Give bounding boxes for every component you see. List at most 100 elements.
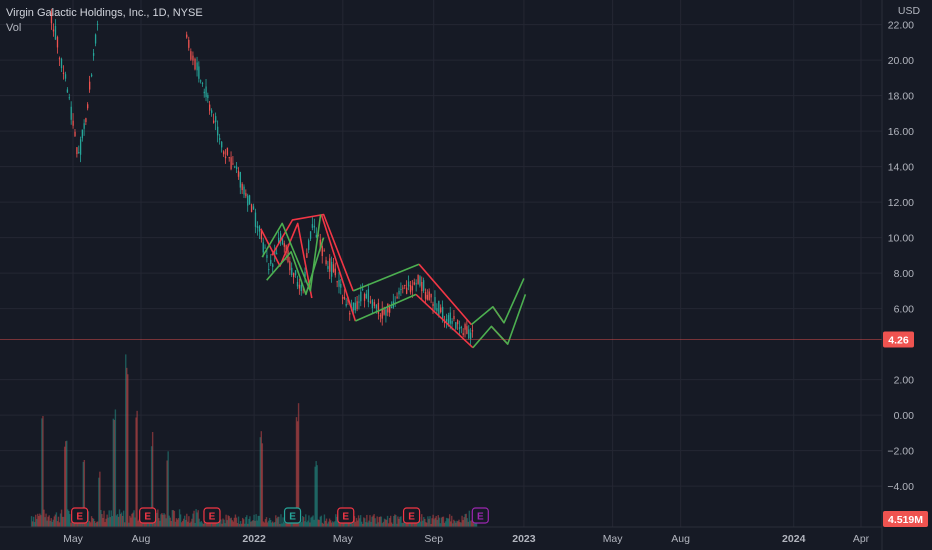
price-tick-label: 14.00 — [888, 162, 914, 174]
volume-bar — [262, 521, 265, 527]
candle-body — [345, 304, 347, 306]
volume-bar — [384, 519, 387, 527]
volume-bar — [462, 520, 464, 527]
volume-bar — [86, 522, 89, 527]
volume-bar — [349, 522, 352, 527]
volume-bar — [353, 516, 356, 527]
volume-bar — [143, 521, 146, 527]
volume-bar — [465, 513, 467, 527]
earnings-icon[interactable]: E — [71, 507, 89, 524]
volume-bar — [70, 522, 72, 527]
volume-bar — [367, 522, 369, 527]
volume-bar — [202, 523, 205, 527]
price-tick-label: 2.00 — [894, 375, 915, 387]
earnings-icon[interactable]: E — [337, 507, 355, 524]
volume-bar — [447, 518, 450, 527]
candle-body — [258, 226, 261, 232]
price-tick-label: 8.00 — [894, 268, 915, 280]
candle-body — [406, 287, 408, 294]
volume-bar — [99, 471, 101, 527]
volume-bar — [454, 520, 456, 527]
volume-bar — [42, 416, 44, 527]
volume-bar — [315, 461, 317, 527]
volume-bar — [354, 521, 357, 527]
volume-bar — [265, 517, 268, 527]
volume-bar — [472, 520, 475, 527]
candle-body — [291, 267, 293, 275]
volume-bar — [67, 509, 69, 527]
earnings-icon[interactable]: E — [402, 507, 421, 524]
volume-bar — [103, 510, 105, 527]
volume-bar — [398, 518, 400, 527]
volume-bar — [44, 517, 46, 527]
candle-body — [373, 302, 376, 306]
volume-bar — [140, 522, 142, 527]
price-tick-label: 6.00 — [894, 304, 915, 316]
volume-bar — [136, 410, 138, 527]
volume-bar — [239, 521, 242, 527]
volume-bar — [351, 523, 354, 527]
volume-bar — [424, 518, 426, 527]
volume-bar — [401, 522, 403, 527]
volume-bar — [38, 516, 40, 527]
volume-bar — [329, 520, 332, 527]
volume-bar — [300, 522, 303, 527]
volume-bar — [368, 520, 370, 527]
volume-bar — [305, 514, 307, 527]
earnings-label: E — [209, 512, 216, 523]
volume-bar — [173, 510, 176, 527]
candle-body — [234, 166, 236, 168]
volume-bar — [187, 521, 189, 527]
volume-bar — [68, 510, 70, 527]
candle-body — [363, 294, 366, 301]
time-axis-bg — [0, 527, 932, 550]
candle-body — [390, 307, 393, 309]
volume-bar — [88, 520, 91, 527]
earnings-icon[interactable]: E — [471, 507, 489, 524]
volume-bar — [180, 522, 183, 527]
earnings-label: E — [144, 512, 151, 523]
volume-bar — [299, 519, 302, 527]
volume-bar — [54, 514, 57, 527]
volume-bar — [270, 522, 273, 527]
candle-body — [413, 282, 415, 285]
candle-body — [300, 284, 302, 292]
volume-bar — [91, 518, 94, 527]
candle-body — [272, 264, 274, 267]
volume-bar — [207, 520, 210, 527]
candle-body — [198, 66, 200, 79]
volume-bar — [322, 523, 325, 527]
candle-body — [211, 110, 213, 113]
time-tick-label: Aug — [132, 533, 151, 545]
volume-bar — [236, 523, 239, 527]
candle-body — [354, 302, 356, 311]
earnings-icon[interactable]: E — [203, 507, 221, 524]
volume-bar — [381, 523, 384, 527]
volume-bar — [395, 515, 397, 527]
candle-body — [352, 302, 355, 311]
earnings-icon[interactable]: E — [139, 507, 157, 524]
candle-body — [440, 307, 442, 313]
candle-body — [449, 312, 451, 324]
volume-bar — [132, 512, 134, 527]
volume-bar — [92, 518, 95, 527]
volume-bar — [306, 522, 308, 527]
volume-bar — [62, 516, 65, 527]
candle-body — [411, 286, 414, 291]
volume-bar — [115, 515, 118, 527]
candle-body — [365, 293, 368, 299]
candle-body — [340, 283, 342, 288]
volume-bar — [324, 520, 327, 527]
candle-body — [207, 95, 209, 99]
volume-bar — [178, 509, 181, 527]
earnings-icon[interactable]: E — [283, 507, 302, 524]
last-volume-tag — [883, 511, 928, 527]
earnings-badge — [337, 507, 355, 524]
volume-bar — [96, 521, 98, 527]
candle-body — [256, 225, 259, 228]
volume-bar — [117, 516, 120, 527]
volume-bar — [377, 522, 379, 527]
grid-lines — [0, 0, 882, 527]
volume-bar — [466, 518, 468, 527]
